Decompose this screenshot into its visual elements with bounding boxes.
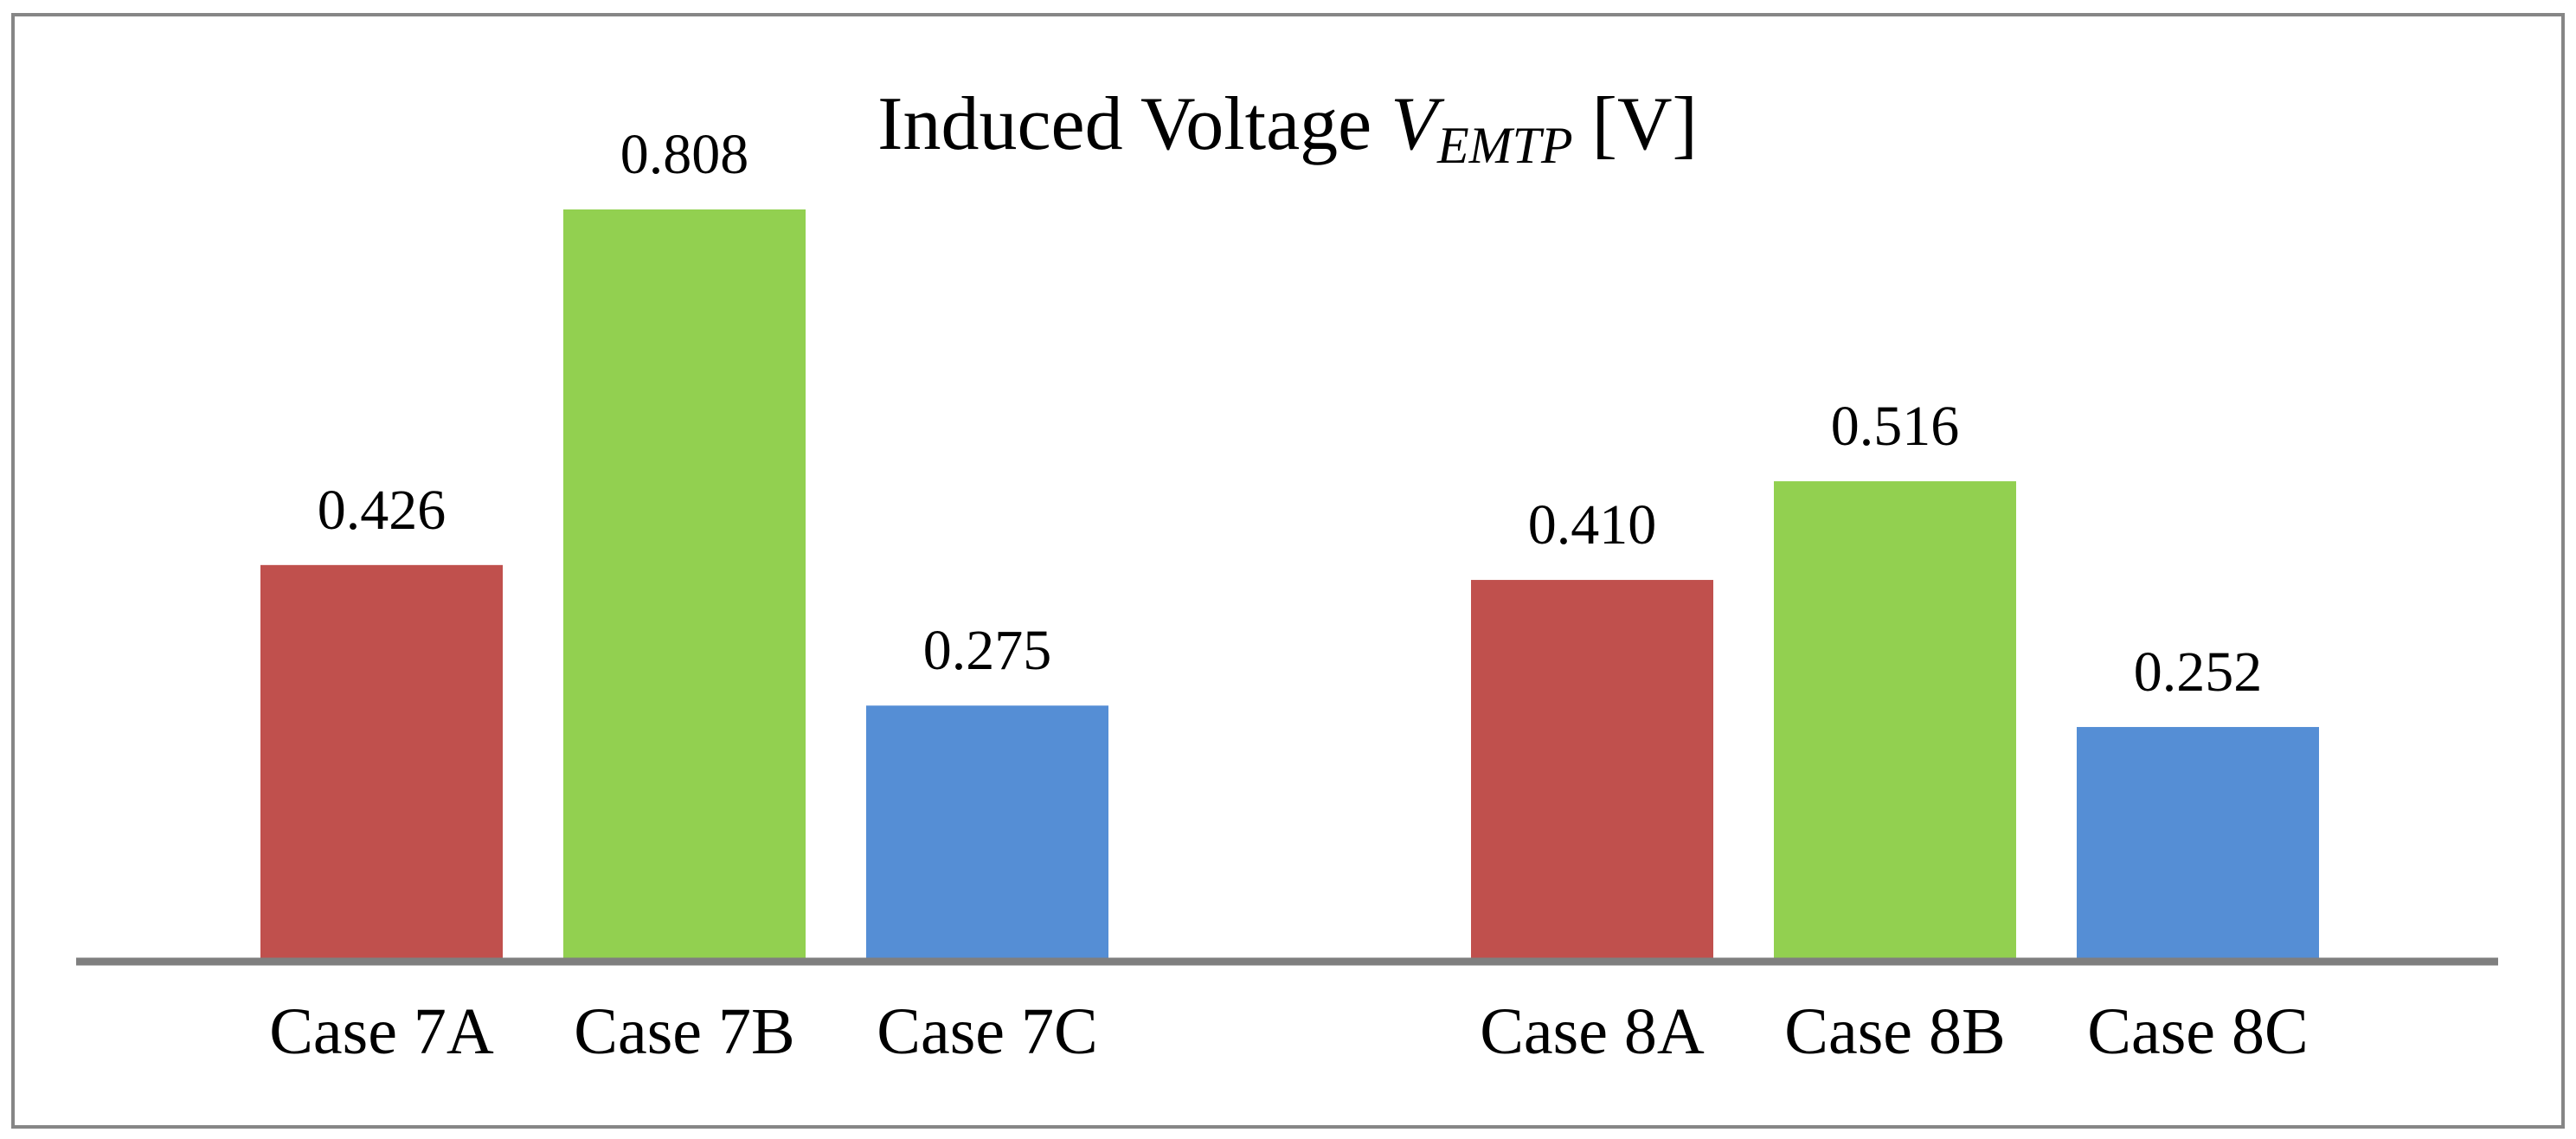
bar-case-7a <box>260 564 503 962</box>
category-label-case-8a: Case 8A <box>1480 995 1705 1068</box>
data-label-case-8b: 0.516 <box>1831 395 1960 458</box>
data-label-case-8a: 0.410 <box>1528 493 1657 557</box>
category-label-case-7c: Case 7C <box>877 995 1097 1068</box>
category-labels-layer: Case 7A Case 7B Case 7C Case 8A Case 8B Case … <box>269 995 2309 1068</box>
bar-case-8b <box>1774 481 2016 962</box>
data-label-case-7a: 0.426 <box>318 479 446 542</box>
bar-case-8a <box>1471 580 1713 962</box>
bar-case-7b <box>563 209 806 962</box>
title-subscript: EMTP <box>1436 117 1573 174</box>
category-label-case-7b: Case 7B <box>574 995 794 1068</box>
data-label-case-8c: 0.252 <box>2134 640 2263 704</box>
chart-title: Induced Voltage VEMTP [V] <box>877 82 1698 174</box>
title-suffix: [V] <box>1573 82 1698 166</box>
category-label-case-8b: Case 8B <box>1784 995 2005 1068</box>
title-prefix: Induced Voltage <box>877 82 1391 166</box>
bar-case-8c <box>2077 726 2319 962</box>
bars-layer <box>260 209 2319 962</box>
category-label-case-8c: Case 8C <box>2087 995 2308 1068</box>
data-label-case-7c: 0.275 <box>923 619 1052 682</box>
category-label-case-7a: Case 7A <box>269 995 494 1068</box>
data-label-case-7b: 0.808 <box>620 123 749 186</box>
title-variable: V <box>1391 82 1445 166</box>
data-labels-layer: 0.426 0.808 0.275 0.410 0.516 0.252 <box>318 123 2263 704</box>
bar-case-7c <box>866 705 1108 962</box>
